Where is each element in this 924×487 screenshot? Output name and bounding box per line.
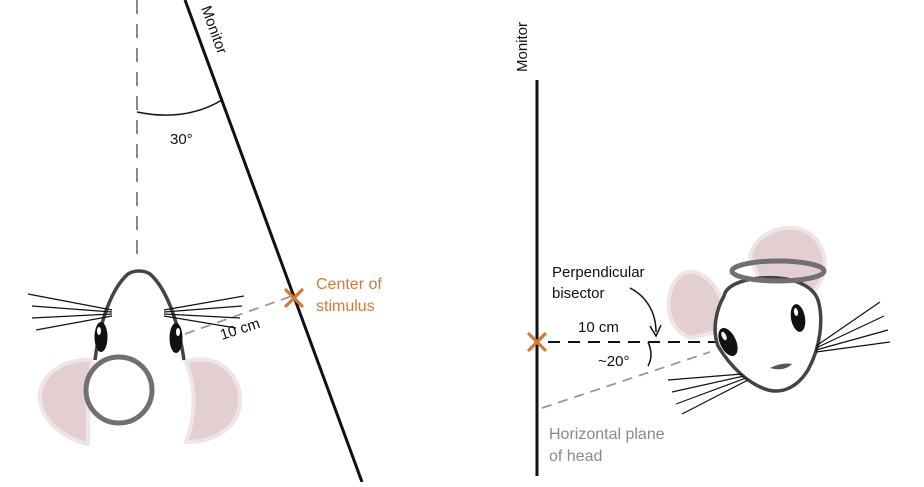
right-distance-label: 10 cm — [578, 319, 619, 336]
right-plane-label-2: of head — [549, 448, 602, 465]
left-mouse-eye-left — [94, 322, 108, 352]
left-mouse-eye-right — [169, 323, 183, 353]
left-stimulus-label-2: stimulus — [316, 298, 375, 315]
right-bisector-label-1: Perpendicular — [552, 264, 645, 281]
left-stimulus-marker-icon — [284, 288, 304, 308]
right-monitor-label: Monitor — [514, 22, 531, 72]
right-stimulus-marker-icon — [527, 332, 547, 352]
right-angle-label: ~20° — [598, 353, 629, 370]
left-monitor-line — [183, 0, 364, 483]
left-mouse-headplate-ring — [83, 354, 155, 426]
right-bisector-arrow — [629, 287, 657, 333]
left-mouse-whiskers-left — [27, 293, 113, 331]
left-mouse-ear-right — [183, 357, 243, 445]
left-panel: Monitor 30° 10 cm Center of stimulus — [27, 0, 382, 483]
right-angle-arc — [647, 341, 652, 367]
right-mouse-whiskers-left — [667, 373, 749, 415]
right-mouse-whiskers-right — [815, 301, 891, 353]
left-mouse-ear-left — [37, 357, 95, 447]
left-stimulus-label-1: Center of — [316, 276, 382, 293]
left-mouse-whiskers-right — [163, 295, 245, 329]
left-angle-arc — [136, 99, 223, 116]
left-mouse-head-outline — [93, 269, 186, 361]
right-mouse-nose — [770, 363, 792, 370]
right-mouse-illustration — [666, 225, 891, 415]
right-plane-label-1: Horizontal plane — [549, 426, 665, 443]
left-mouse-illustration — [27, 269, 245, 447]
right-mouse-ear-left — [666, 269, 725, 341]
right-bisector-label-2: bisector — [552, 285, 605, 302]
left-angle-label: 30° — [170, 131, 193, 148]
right-panel: Monitor 10 cm ~20° Perpendicular bisecto… — [514, 22, 891, 476]
right-plane-dashed — [541, 351, 711, 409]
left-distance-dashed — [184, 295, 293, 335]
right-mouse-headplate-ring — [729, 258, 827, 284]
